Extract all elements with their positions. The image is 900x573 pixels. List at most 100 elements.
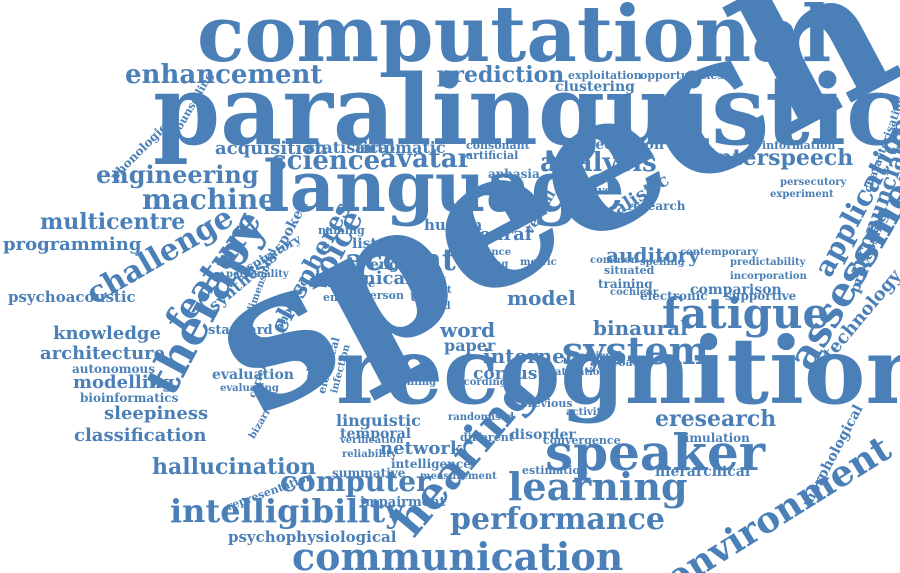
word: entropy [323, 291, 371, 304]
word: impairment [360, 495, 446, 510]
word: verification [340, 435, 404, 446]
word: learning [508, 464, 688, 509]
word: accent [345, 243, 456, 278]
word: clustering [555, 79, 635, 95]
word: acquisition [215, 138, 328, 159]
word: attention [555, 367, 607, 378]
word: model [507, 286, 576, 310]
word: intelligence [391, 457, 471, 471]
word: incorporation [730, 271, 807, 282]
word: opportunities [640, 69, 724, 82]
word: aided [420, 301, 451, 312]
word: contemporary [680, 247, 759, 258]
word: evaluation [212, 367, 294, 383]
word: auditory [606, 243, 700, 267]
word: persecutory [780, 177, 847, 188]
word: binaural [593, 316, 688, 340]
word: english [370, 257, 428, 273]
word: metric [520, 257, 557, 268]
word: different [460, 431, 514, 444]
word: engineering [96, 160, 259, 189]
word: measurement [420, 471, 497, 482]
word: artificial [466, 149, 519, 162]
word: knowledge [53, 323, 161, 344]
word: common [590, 255, 638, 266]
word: cognitive [555, 184, 612, 197]
word: hierarchical [655, 464, 751, 480]
word: autonomous [72, 362, 155, 376]
word: standard [208, 323, 273, 338]
word: modelling [73, 372, 175, 393]
word: prediction [437, 62, 565, 88]
word: architecture [40, 343, 166, 364]
word: reliability [342, 449, 397, 460]
word: computational [197, 0, 832, 80]
word: network [380, 438, 463, 459]
word: estimation [522, 464, 588, 477]
word: randomised [448, 412, 515, 423]
word: approach [590, 356, 648, 369]
word: inference [458, 247, 512, 258]
word: performance [450, 502, 665, 537]
word: profiling [388, 377, 437, 388]
word: effect [420, 285, 452, 296]
word: research [627, 199, 686, 213]
word: linguistic [336, 411, 421, 430]
word: avatar [380, 144, 472, 174]
word: eresearch [655, 406, 777, 432]
word: studies [406, 274, 447, 285]
word: predictability [730, 257, 806, 268]
word: clinical [338, 268, 413, 289]
word: paper [444, 336, 496, 355]
word: hallucination [152, 454, 317, 480]
word: language [263, 145, 625, 228]
word: sleepiness [104, 403, 209, 424]
word: system [562, 328, 709, 373]
word: disorder [510, 427, 576, 443]
word: average [327, 277, 376, 290]
word: task [410, 289, 444, 305]
word: bioinformatics [80, 391, 179, 405]
word: activity [566, 407, 608, 418]
word: science [272, 146, 381, 176]
word: consonant [466, 139, 530, 152]
word: person [362, 289, 405, 302]
word: programming [3, 234, 142, 255]
word: spelling [640, 257, 685, 268]
word: situated [604, 264, 655, 277]
word: human [424, 216, 483, 234]
word: reduction [588, 137, 665, 153]
word: recording [452, 377, 507, 388]
word: multicentre [40, 209, 186, 235]
word: listener [352, 236, 413, 252]
word: personality [226, 269, 289, 280]
word: evaluating [220, 383, 279, 394]
word: naming [318, 224, 365, 237]
word: aphasia [488, 167, 540, 181]
word: fatigue [662, 289, 830, 338]
word: paralinguistic [153, 54, 900, 167]
word: summative [332, 466, 406, 480]
word: cochlear [610, 287, 659, 298]
word: machine [142, 183, 276, 216]
word: psychoacoustic [8, 288, 136, 306]
word: communication [292, 534, 624, 573]
word: convergence [543, 434, 621, 447]
word: supportive [725, 289, 797, 303]
word: retrieval [574, 351, 622, 362]
word: psychophysiological [228, 528, 397, 546]
word: temporal [340, 426, 412, 442]
word: interspeech [708, 145, 854, 171]
word: exploitation [568, 69, 642, 82]
word: enhanced [246, 345, 301, 356]
word: intelligibility [170, 492, 404, 530]
word: information [762, 139, 836, 152]
word: neural [466, 224, 532, 245]
word: recognition [336, 317, 900, 425]
word: training [598, 277, 653, 291]
word: statistical [306, 138, 395, 157]
word: speaker [545, 423, 766, 482]
word: internet [483, 344, 575, 368]
word: experiment [770, 189, 834, 200]
